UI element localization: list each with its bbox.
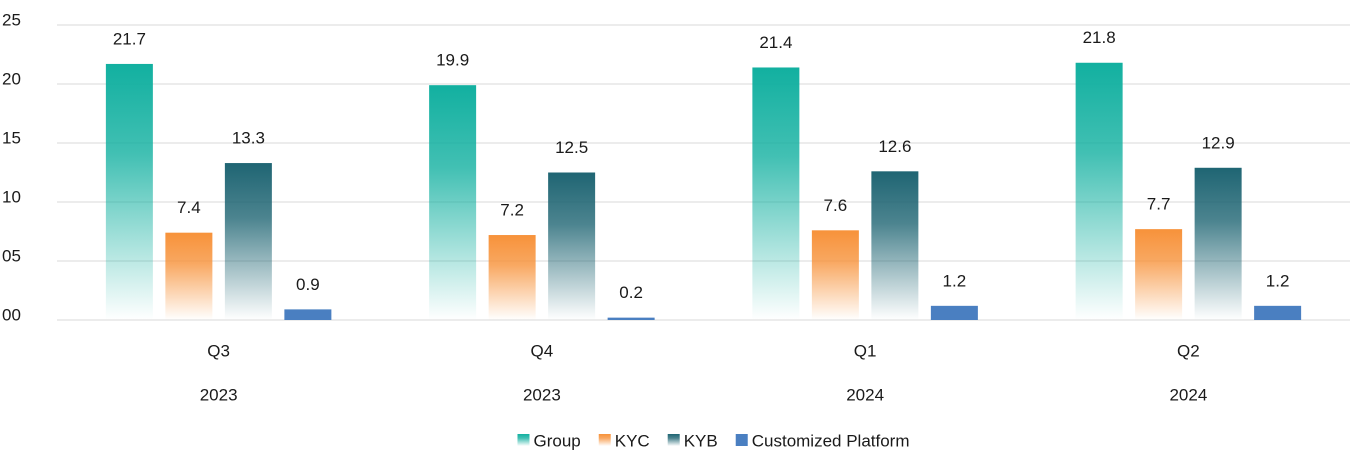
data-label: 21.8	[1083, 28, 1116, 47]
legend-swatch	[667, 434, 680, 446]
legend-swatch	[598, 434, 611, 446]
bar	[1135, 229, 1183, 320]
bar	[1254, 305, 1302, 320]
y-tick-label: 00	[2, 305, 21, 324]
legend-swatch	[735, 434, 748, 446]
x-group-label: 2023	[523, 385, 561, 404]
legend-label: Customized Platform	[752, 431, 910, 450]
data-label: 13.3	[232, 129, 265, 148]
bar	[1194, 167, 1242, 320]
legend-label: Group	[533, 431, 580, 450]
x-tick-label: Q3	[207, 341, 230, 360]
bar	[488, 235, 536, 320]
bar	[105, 63, 153, 320]
x-tick-label: Q4	[531, 341, 554, 360]
legend-swatch	[517, 434, 530, 446]
x-group-label: 2024	[846, 385, 884, 404]
legend: Group KYC KYB Customized Platform	[517, 431, 910, 450]
bar	[930, 305, 978, 320]
data-label: 7.2	[500, 201, 524, 220]
data-label: 12.5	[555, 138, 588, 157]
bar	[1075, 62, 1123, 320]
y-tick-label: 15	[2, 128, 21, 147]
y-tick-label: 05	[2, 246, 21, 265]
data-label: 7.7	[1147, 195, 1171, 214]
data-label: 7.4	[177, 198, 201, 217]
data-label: 7.6	[824, 196, 848, 215]
data-label: 19.9	[436, 51, 469, 70]
y-tick-label: 10	[2, 187, 21, 206]
bar	[284, 309, 332, 320]
bar	[224, 163, 272, 320]
legend-label: KYB	[684, 431, 718, 450]
data-label: 12.6	[878, 137, 911, 156]
bar	[548, 172, 596, 320]
x-tick-label: Q1	[854, 341, 877, 360]
data-label: 21.4	[759, 33, 792, 52]
data-label: 0.9	[296, 275, 320, 294]
data-label: 12.9	[1202, 133, 1235, 152]
data-label: 1.2	[943, 271, 967, 290]
data-label: 1.2	[1266, 271, 1290, 290]
data-label: 21.7	[113, 29, 146, 48]
x-group-label: 2023	[200, 385, 238, 404]
legend-label: KYC	[615, 431, 650, 450]
data-label: 0.2	[619, 283, 643, 302]
bar	[752, 67, 800, 320]
y-tick-label: 25	[2, 10, 21, 29]
y-tick-label: 20	[2, 69, 21, 88]
x-tick-label: Q2	[1177, 341, 1200, 360]
bar	[165, 232, 213, 320]
bar	[811, 230, 859, 320]
bar	[871, 171, 919, 320]
bar	[429, 85, 477, 321]
bar	[607, 317, 655, 320]
x-group-label: 2024	[1169, 385, 1207, 404]
